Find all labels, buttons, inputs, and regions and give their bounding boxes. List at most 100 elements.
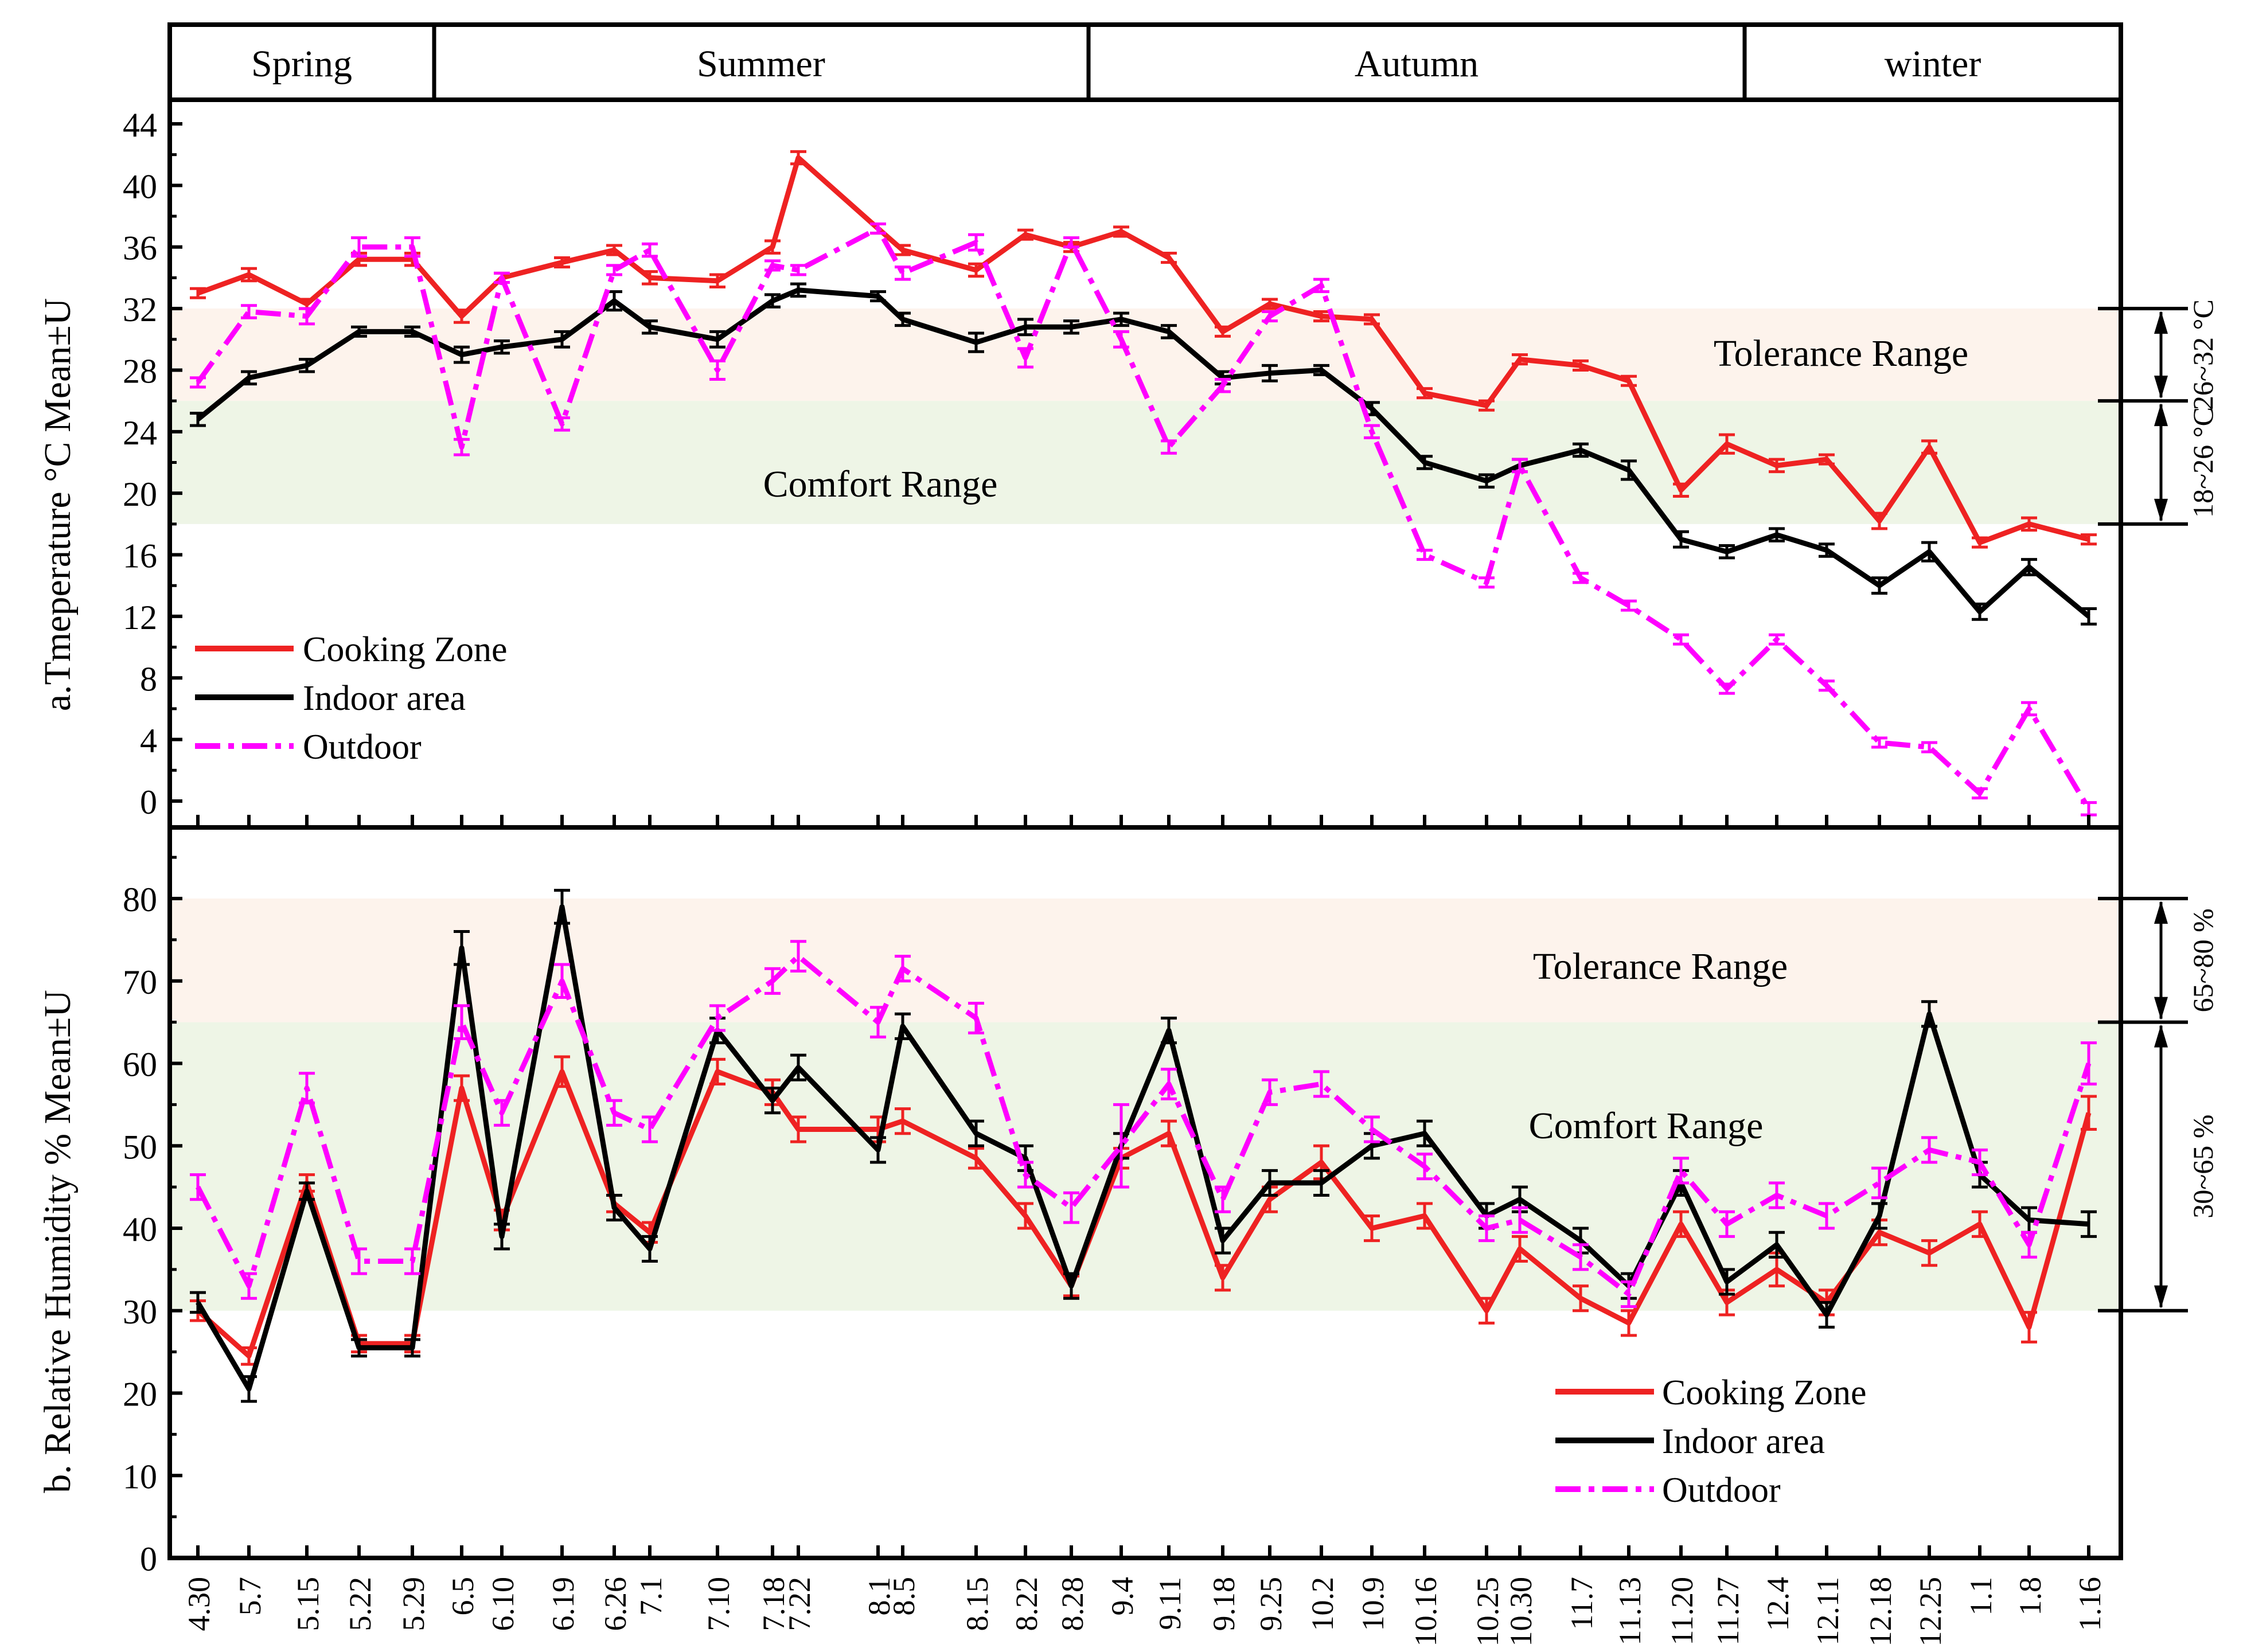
temp-errorbar [1621, 459, 1637, 481]
legend-label-indoor: Indoor area [303, 679, 466, 718]
temp-errorbar [554, 256, 570, 269]
temp-errorbar [1161, 251, 1177, 264]
rh-errorbar [895, 955, 911, 983]
date-tick-label: 11.13 [1613, 1577, 1647, 1646]
temp-errorbar [2081, 607, 2097, 626]
date-tick-label: 5.29 [396, 1577, 431, 1631]
humidity-axis: 0 10 20 30 40 50 60 70 80 [123, 856, 182, 1578]
rh-ytick-label: 30 [123, 1293, 157, 1331]
temp-errorbar [241, 304, 257, 319]
temp-errorbar [606, 244, 622, 256]
date-tick-label: 9.11 [1153, 1577, 1187, 1630]
date-tick-label: 10.9 [1356, 1577, 1390, 1631]
rh-errorbar [554, 963, 570, 999]
temp-ytick-label: 24 [123, 414, 157, 452]
date-tick-label: 7.18 [756, 1577, 791, 1631]
rh-errorbar [1215, 1264, 1231, 1292]
date-tick-label: 7.1 [634, 1577, 668, 1616]
humidity-tolerance-band [170, 899, 2121, 1022]
rh-errorbar [1017, 1161, 1033, 1189]
date-tick-label: 8.5 [887, 1577, 921, 1616]
temp-errorbar [1512, 353, 1528, 366]
rh-errorbar [642, 1115, 658, 1143]
temp-errorbar [299, 358, 315, 373]
rh-tolerance-arrow [2154, 901, 2168, 1020]
temp-errorbar [1161, 439, 1177, 455]
temperature-axis-title: a.Tmeperature °C Mean±U [37, 298, 79, 712]
rh-errorbar [1819, 1202, 1835, 1230]
rh-ytick-label: 0 [140, 1540, 157, 1578]
temp-ytick-label: 44 [123, 106, 157, 144]
date-tick-label: 6.19 [546, 1577, 580, 1631]
temp-errorbar [2081, 533, 2097, 546]
rh-errorbar [1364, 1214, 1380, 1243]
rh-errorbar [1113, 1103, 1129, 1189]
season-header-frame [167, 22, 2123, 102]
date-tick-label: 12.4 [1761, 1577, 1795, 1631]
temp-errorbar [895, 311, 911, 327]
temp-errorbar [642, 242, 658, 258]
humidity-legend: Cooking Zone Indoor area Outdoor [1555, 1373, 1866, 1510]
rh-errorbar [494, 1099, 510, 1127]
rh-errorbar [1161, 1068, 1177, 1100]
rh-errorbar [764, 1087, 781, 1115]
rh-errorbar [895, 1012, 911, 1040]
temp-ytick-label: 8 [140, 660, 157, 698]
temp-errorbar [190, 412, 206, 427]
temp-errorbar [790, 264, 806, 276]
date-tick-label: 12.25 [1913, 1577, 1948, 1647]
temp-errorbar [1215, 378, 1231, 393]
temp-errorbar [241, 370, 257, 386]
rh-ytick-label: 20 [123, 1376, 157, 1413]
temp-errorbar [1364, 424, 1380, 440]
temp-errorbar [1871, 511, 1887, 530]
date-tick-label: 1.8 [2013, 1577, 2047, 1616]
temp-errorbar [764, 293, 781, 308]
rh-errorbar [1364, 1115, 1380, 1143]
temp-errorbar [870, 290, 886, 303]
temp-errorbar [1417, 548, 1433, 561]
temp-errorbar [190, 376, 206, 389]
temp-errorbar [241, 267, 257, 283]
temp-errorbar [1621, 599, 1637, 612]
temp-tolerance-range-label: 26~32 °C [2187, 299, 2219, 410]
rh-ytick-label: 10 [123, 1458, 157, 1495]
temp-ytick-label: 20 [123, 475, 157, 513]
temp-errorbar [1063, 236, 1079, 249]
date-tick-label: 12.18 [1863, 1577, 1898, 1647]
humidity-range-annotations: 65~80 % 30~65 % [2098, 897, 2219, 1313]
rh-errorbar [968, 1147, 984, 1170]
temp-ytick-label: 16 [123, 537, 157, 575]
rh-errorbar [1215, 1227, 1231, 1255]
temperature-axis: 0 4 8 12 16 20 24 28 32 36 40 44 [123, 106, 182, 821]
date-tick-label: 12.11 [1811, 1577, 1845, 1646]
date-tick-label: 10.30 [1504, 1577, 1538, 1647]
temp-errorbar [1972, 787, 1988, 800]
rh-errorbar [870, 1006, 886, 1038]
temp-errorbar [709, 359, 725, 381]
season-label-winter: winter [1885, 43, 1981, 85]
rh-errorbar [2021, 1231, 2037, 1259]
date-tick-label: 1.1 [1964, 1577, 1998, 1616]
temp-errorbar [1313, 364, 1329, 377]
rh-errorbar [1479, 1296, 1495, 1325]
rh-errorbar [895, 1107, 911, 1135]
rh-ytick-label: 50 [123, 1128, 157, 1166]
humidity-panel: Tolerance Range Comfort Range 0 10 20 30 40 5… [37, 856, 2219, 1578]
rh-errorbar [454, 930, 470, 966]
temp-errorbar [790, 150, 806, 166]
temp-errorbar [1364, 313, 1380, 326]
humidity-tolerance-label: Tolerance Range [1533, 946, 1788, 987]
rh-errorbar [1719, 1268, 1735, 1296]
temp-errorbar [1972, 602, 1988, 621]
rh-errorbar [1479, 1214, 1495, 1243]
temperature-comfort-label: Comfort Range [763, 463, 998, 505]
date-tick-label: 7.10 [701, 1577, 736, 1631]
rh-ytick-label: 40 [123, 1210, 157, 1248]
rh-errorbar [870, 1136, 886, 1164]
temperature-legend: Cooking Zone Indoor area Outdoor [195, 630, 507, 767]
temp-errorbar [968, 331, 984, 353]
temperature-lines [190, 150, 2097, 817]
rh-errorbar [190, 1173, 206, 1201]
